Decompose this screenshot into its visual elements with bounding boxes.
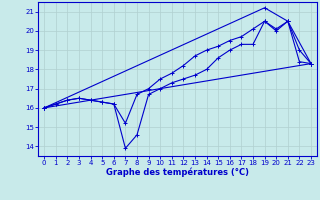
X-axis label: Graphe des températures (°C): Graphe des températures (°C) (106, 168, 249, 177)
